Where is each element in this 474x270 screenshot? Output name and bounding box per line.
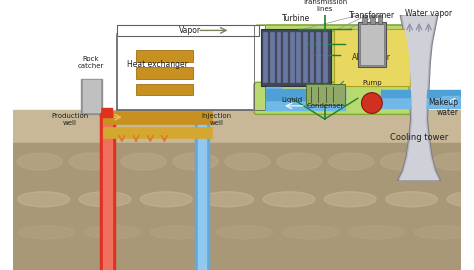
- Text: Pump: Pump: [362, 80, 382, 86]
- Bar: [83, 80, 100, 113]
- Ellipse shape: [173, 153, 218, 170]
- Bar: [310, 32, 314, 83]
- Bar: [360, 24, 384, 65]
- Bar: [370, 11, 375, 24]
- Polygon shape: [399, 15, 439, 180]
- Bar: [334, 29, 410, 86]
- Bar: [13, 110, 461, 147]
- Circle shape: [362, 93, 382, 113]
- Ellipse shape: [432, 153, 474, 170]
- Bar: [381, 90, 465, 97]
- Text: Cooling tower: Cooling tower: [390, 133, 448, 143]
- Text: Condenser: Condenser: [307, 103, 344, 109]
- Bar: [254, 25, 265, 110]
- Text: Water vapor: Water vapor: [405, 9, 452, 18]
- Ellipse shape: [385, 192, 438, 207]
- Bar: [13, 143, 461, 270]
- Bar: [103, 111, 211, 124]
- Ellipse shape: [277, 153, 322, 170]
- Ellipse shape: [380, 153, 426, 170]
- Bar: [270, 32, 275, 83]
- Ellipse shape: [263, 192, 315, 207]
- Bar: [358, 22, 386, 67]
- Bar: [264, 32, 268, 83]
- Bar: [103, 112, 112, 270]
- Bar: [117, 25, 259, 36]
- Text: Makeup
water: Makeup water: [428, 98, 459, 117]
- Text: Liquid: Liquid: [281, 97, 302, 103]
- Ellipse shape: [201, 192, 254, 207]
- Ellipse shape: [216, 226, 273, 239]
- Ellipse shape: [69, 153, 114, 170]
- Ellipse shape: [18, 226, 75, 239]
- Ellipse shape: [150, 226, 207, 239]
- Bar: [316, 32, 321, 83]
- Polygon shape: [397, 15, 441, 180]
- Bar: [290, 32, 294, 83]
- Bar: [277, 32, 282, 83]
- Bar: [13, 15, 461, 114]
- Ellipse shape: [121, 153, 166, 170]
- Text: Injection
well: Injection well: [201, 113, 231, 126]
- Bar: [103, 127, 211, 138]
- Bar: [136, 84, 192, 96]
- Bar: [306, 84, 346, 105]
- Bar: [363, 11, 367, 24]
- Bar: [378, 11, 382, 24]
- Ellipse shape: [414, 226, 471, 239]
- Bar: [381, 98, 465, 108]
- Bar: [100, 108, 111, 117]
- Ellipse shape: [328, 153, 374, 170]
- Ellipse shape: [18, 192, 70, 207]
- Ellipse shape: [225, 153, 270, 170]
- Bar: [266, 98, 342, 110]
- Text: Transformer: Transformer: [349, 11, 395, 20]
- Bar: [442, 96, 459, 106]
- Bar: [254, 25, 265, 110]
- Ellipse shape: [17, 153, 63, 170]
- Bar: [266, 87, 282, 110]
- Bar: [266, 89, 346, 100]
- Text: Turbine: Turbine: [283, 14, 310, 23]
- Ellipse shape: [348, 226, 405, 239]
- Bar: [198, 112, 206, 270]
- Bar: [82, 79, 102, 114]
- Bar: [136, 50, 192, 62]
- Bar: [323, 32, 328, 83]
- Ellipse shape: [79, 192, 131, 207]
- Bar: [261, 29, 331, 86]
- Ellipse shape: [84, 226, 141, 239]
- Text: Transmission
lines: Transmission lines: [302, 0, 347, 12]
- Bar: [296, 32, 301, 83]
- Ellipse shape: [447, 192, 474, 207]
- FancyBboxPatch shape: [254, 82, 418, 114]
- Bar: [283, 32, 288, 83]
- Bar: [100, 112, 115, 270]
- Ellipse shape: [140, 192, 192, 207]
- Bar: [117, 34, 259, 110]
- Bar: [136, 67, 192, 79]
- Text: Production
well: Production well: [51, 113, 89, 126]
- Bar: [195, 112, 209, 270]
- Ellipse shape: [283, 226, 339, 239]
- Text: Vapor: Vapor: [179, 26, 201, 35]
- Text: Rock
catcher: Rock catcher: [78, 56, 104, 69]
- Text: Alternator: Alternator: [352, 53, 392, 62]
- Text: Heat exchanger: Heat exchanger: [127, 60, 188, 69]
- Ellipse shape: [324, 192, 376, 207]
- Bar: [117, 25, 259, 36]
- Bar: [303, 32, 308, 83]
- Bar: [257, 25, 415, 110]
- Bar: [330, 87, 346, 110]
